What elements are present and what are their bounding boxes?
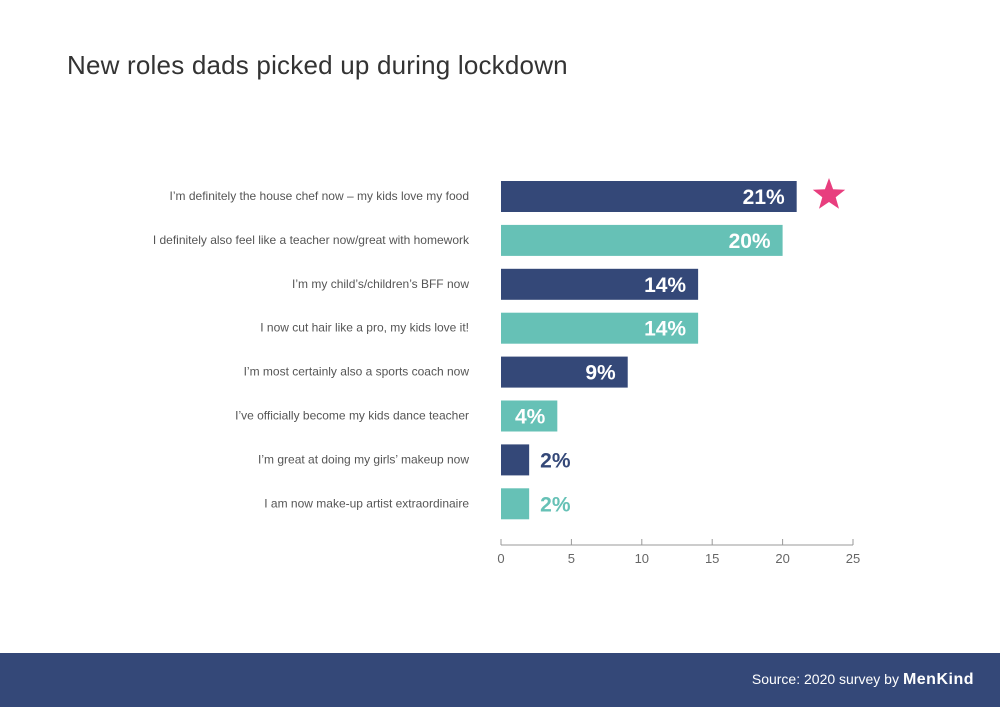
data-label: 4% [515,406,546,429]
bar [501,356,628,388]
x-tick-label: 10 [635,551,649,566]
bar-chart: I’m definitely the house chef now – my k… [153,178,860,566]
bar [501,444,530,476]
chart-title: New roles dads picked up during lockdown [67,50,568,80]
category-label: I’m definitely the house chef now – my k… [170,189,469,203]
category-label: I’m great at doing my girls’ makeup now [258,452,469,466]
star-icon [812,178,846,209]
data-label: 20% [729,230,771,253]
category-label: I’m my child’s/children’s BFF now [292,277,469,291]
category-label: I definitely also feel like a teacher no… [153,233,470,247]
bar [501,268,699,300]
bar [501,181,797,212]
bar [501,224,783,256]
bar [501,400,558,432]
bar [501,488,530,520]
x-tick-label: 5 [568,551,575,566]
x-tick-label: 15 [705,551,719,566]
bar [501,312,699,344]
x-tick-label: 0 [497,551,504,566]
data-label: 21% [743,186,785,209]
x-tick-label: 25 [846,551,860,566]
category-label: I now cut hair like a pro, my kids love … [260,321,469,335]
x-tick-label: 20 [775,551,789,566]
data-label: 2% [540,493,571,516]
data-label: 2% [540,449,571,472]
footer: Source: 2020 survey by MenKind [0,653,1000,707]
data-label: 14% [644,274,686,297]
data-label: 9% [585,362,616,385]
category-label: I am now make-up artist extraordinaire [264,496,469,510]
data-label: 14% [644,318,686,341]
source-text: Source: 2020 survey by [751,671,899,687]
category-label: I’ve officially become my kids dance tea… [235,409,469,423]
source-note: Source: 2020 survey by MenKind [752,671,974,689]
category-label: I’m most certainly also a sports coach n… [244,365,470,379]
brand-logo: MenKind [902,671,974,688]
